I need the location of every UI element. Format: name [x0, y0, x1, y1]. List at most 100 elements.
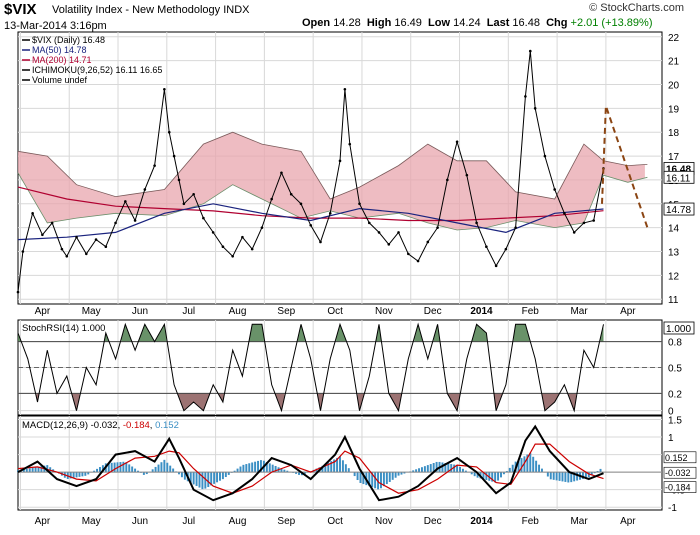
price-value-label: 14.78 [666, 205, 691, 216]
macd-title: MACD(12,26,9) -0.032, -0.184, 0.152 [22, 420, 179, 431]
price-point [456, 140, 459, 143]
macd-histogram-bar [196, 472, 198, 486]
price-legend-entry: MA(50) 14.78 [32, 45, 87, 55]
price-y-tick-label: 18 [668, 128, 680, 139]
macd-histogram-bar [538, 465, 540, 472]
macd-y-tick-label: -1 [668, 503, 677, 514]
macd-histogram-bar [166, 463, 168, 472]
macd-x-tick-label: Jun [132, 516, 148, 527]
chg-label: Chg [546, 17, 567, 29]
macd-histogram-bar [424, 466, 426, 472]
macd-histogram-bar [386, 472, 388, 484]
price-point [387, 243, 390, 246]
price-point [485, 245, 488, 248]
price-point [105, 245, 108, 248]
price-point [31, 212, 34, 215]
price-point [397, 231, 400, 234]
symbol-description: Volatility Index - New Methodology INDX [52, 4, 250, 16]
macd-histogram-bar [354, 472, 356, 476]
price-point [583, 222, 586, 225]
macd-histogram-bar [430, 464, 432, 472]
macd-histogram-bar [193, 472, 195, 484]
macd-histogram-bar [207, 472, 209, 487]
price-point [514, 226, 517, 229]
price-point [344, 88, 347, 91]
price-point [124, 200, 127, 203]
price-point [427, 241, 430, 244]
price-point [144, 188, 147, 191]
price-point [378, 231, 381, 234]
macd-histogram-bar [114, 463, 116, 473]
macd-histogram-bar [78, 472, 80, 477]
macd-histogram-bar [509, 468, 511, 472]
macd-x-tick-label: Dec [424, 516, 442, 527]
price-y-tick-label: 14 [668, 224, 680, 235]
price-x-tick-label: May [82, 306, 101, 317]
price-point [85, 253, 88, 256]
macd-histogram-bar [155, 467, 157, 472]
stockcharts-credit: © StockCharts.com [589, 2, 684, 14]
price-point [544, 155, 547, 158]
macd-histogram-bar [547, 472, 549, 476]
price-point [319, 241, 322, 244]
macd-histogram-bar [219, 472, 221, 481]
price-point [329, 212, 332, 215]
price-x-tick-label: Dec [424, 306, 442, 317]
price-point [534, 107, 537, 110]
price-point [61, 248, 64, 251]
macd-histogram-bar [521, 458, 523, 472]
price-x-tick-label: Jul [182, 306, 195, 317]
macd-title-part: 0.152 [155, 420, 179, 431]
stochrsi-title: StochRSI(14) 1.000 [22, 323, 105, 334]
price-point [241, 236, 244, 239]
chart-date: 13-Mar-2014 3:16pm [4, 20, 107, 32]
price-point [41, 234, 44, 237]
price-point [163, 88, 166, 91]
macd-y-tick-label: 1.5 [668, 416, 682, 427]
macd-histogram-bar [535, 461, 537, 472]
macd-x-tick-label: 2014 [470, 516, 493, 527]
macd-histogram-bar [427, 465, 429, 472]
price-point [222, 245, 225, 248]
stochrsi-y-tick-label: 0.5 [668, 364, 682, 375]
macd-histogram-bar [237, 469, 239, 473]
macd-histogram-bar [225, 472, 227, 477]
macd-histogram-bar [345, 464, 347, 472]
macd-histogram-bar [348, 468, 350, 472]
macd-histogram-bar [383, 472, 385, 486]
macd-histogram-bar [374, 472, 376, 488]
price-x-tick-label: Oct [327, 306, 343, 317]
macd-x-tick-label: Sep [277, 516, 295, 527]
price-x-tick-label: Feb [522, 306, 540, 317]
open-value: 14.28 [333, 17, 361, 29]
macd-histogram-bar [172, 469, 174, 473]
price-x-tick-label: Sep [277, 306, 295, 317]
macd-histogram-bar [216, 472, 218, 482]
macd-histogram-bar [213, 472, 215, 484]
macd-value-label: 0.152 [665, 453, 688, 463]
macd-histogram-bar [559, 472, 561, 481]
price-point [212, 231, 215, 234]
price-y-tick-label: 19 [668, 104, 680, 115]
macd-x-tick-label: Mar [570, 516, 588, 527]
price-point [173, 155, 176, 158]
price-point [134, 219, 137, 222]
price-point [261, 226, 264, 229]
macd-value-label: -0.032 [665, 468, 691, 478]
macd-histogram-bar [389, 472, 391, 482]
macd-histogram-bar [169, 466, 171, 472]
price-point [22, 250, 25, 253]
price-point [95, 238, 98, 241]
macd-x-tick-label: Aug [229, 516, 247, 527]
macd-x-tick-label: Apr [35, 516, 51, 527]
chg-value: +2.01 (+13.89%) [571, 17, 653, 29]
price-y-tick-label: 22 [668, 33, 680, 44]
price-point [290, 193, 293, 196]
price-point [300, 202, 303, 205]
macd-histogram-bar [556, 472, 558, 480]
macd-x-tick-label: May [82, 516, 101, 527]
price-point [270, 198, 273, 201]
macd-histogram-bar [242, 465, 244, 472]
price-point [231, 255, 234, 258]
